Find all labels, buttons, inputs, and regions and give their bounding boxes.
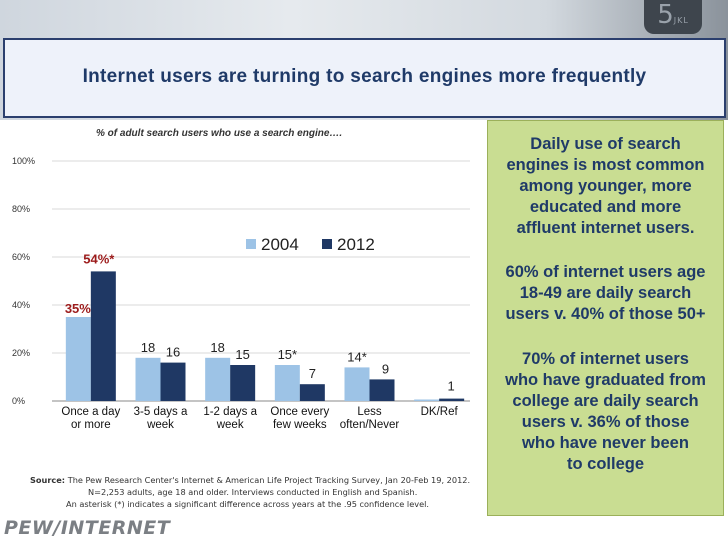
title-panel: Internet users are turning to search eng… [3, 38, 726, 118]
x-tick-label: Once a day [61, 406, 120, 418]
x-tick-label: DK/Ref [421, 406, 459, 418]
data-label: 1 [448, 379, 455, 394]
bar-2004 [344, 367, 370, 401]
finding-line: affluent internet users. [516, 219, 695, 237]
bar-2004 [65, 317, 91, 401]
x-tick-label: Less [357, 406, 382, 418]
bar-2012 [439, 398, 465, 401]
finding-line: users v. 40% of those 50+ [505, 305, 706, 323]
source-note: Source: The Pew Research Center's Intern… [30, 474, 490, 510]
y-tick-label: 80% [12, 204, 30, 214]
data-label: 18 [141, 340, 155, 355]
y-tick-label: 0% [12, 396, 25, 406]
y-tick-label: 40% [12, 300, 30, 310]
footer [0, 516, 728, 546]
x-tick-label: or more [71, 419, 111, 431]
finding-line: engines is most common [506, 156, 705, 174]
y-tick-label: 20% [12, 348, 30, 358]
bar-2004 [414, 399, 440, 401]
chart-subtitle: % of adult search users who use a search… [96, 128, 343, 139]
finding-p2: 60% of internet users age 18-49 are daily… [488, 262, 723, 325]
finding-line: 18-49 are daily search [519, 284, 692, 302]
data-label: 7 [309, 366, 316, 381]
x-tick-label: Once every [270, 406, 329, 418]
finding-line: users v. 36% of those [521, 413, 690, 431]
y-tick-label: 100% [12, 156, 35, 166]
finding-line: to college [566, 455, 644, 473]
x-tick-label: week [146, 419, 174, 431]
legend-label: 2004 [261, 235, 299, 254]
data-label: 54%* [83, 251, 115, 266]
finding-line: 70% of internet users [522, 350, 689, 368]
data-label: 14* [347, 349, 367, 364]
finding-p3: 70% of internet users who have graduated … [488, 349, 723, 475]
data-label: 35% [65, 301, 91, 316]
x-tick-label: 1-2 days a [203, 406, 257, 418]
keypad-key-decoration: 5JKL [644, 0, 702, 34]
bar-2004 [274, 365, 300, 401]
legend-swatch [322, 239, 332, 249]
finding-line: who have graduated from [505, 371, 706, 389]
data-label: 15* [278, 347, 298, 362]
bar-2012 [160, 362, 186, 401]
x-tick-label: few weeks [273, 419, 327, 431]
bar-2012 [369, 379, 395, 401]
data-label: 16 [166, 345, 180, 360]
legend-swatch [246, 239, 256, 249]
source-line-1: Source: The Pew Research Center's Intern… [30, 475, 471, 485]
source-line-2: N=2,253 adults, age 18 and older. Interv… [88, 487, 418, 497]
bar-2004 [135, 357, 161, 401]
finding-line: among younger, more [519, 177, 692, 195]
x-tick-label: 3-5 days a [134, 406, 188, 418]
source-line-3: An asterisk (*) indicates a significant … [66, 499, 429, 509]
finding-line: Daily use of search [530, 135, 681, 153]
bar-2012 [90, 271, 116, 401]
x-tick-label: week [216, 419, 244, 431]
data-label: 15 [235, 347, 249, 362]
data-label: 18 [210, 340, 224, 355]
key-findings-panel: Daily use of search engines is most commo… [487, 120, 724, 516]
pew-internet-logo: PEW/INTERNET [4, 517, 171, 539]
page-title: Internet users are turning to search eng… [82, 66, 647, 87]
bar-2004 [205, 357, 231, 401]
finding-p1: Daily use of search engines is most commo… [488, 134, 723, 239]
bar-2012 [230, 365, 256, 401]
finding-line: college are daily search [512, 392, 699, 410]
x-tick-label: often/Never [340, 419, 400, 431]
finding-line: 60% of internet users age [505, 263, 706, 281]
y-tick-label: 60% [12, 252, 30, 262]
legend-label: 2012 [337, 235, 375, 254]
data-label: 9 [382, 361, 389, 376]
bar-2012 [299, 384, 325, 401]
finding-line: educated and more [529, 198, 682, 216]
finding-line: who have never been [522, 434, 689, 452]
